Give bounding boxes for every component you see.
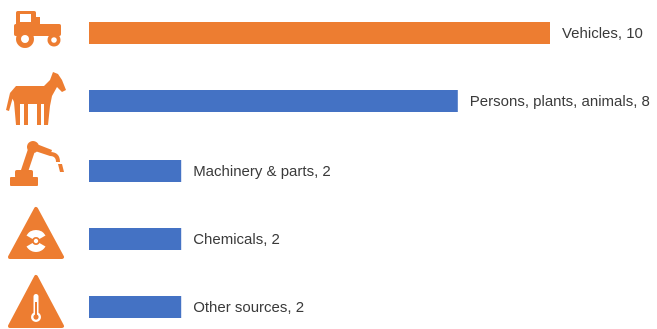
bar-label-3: Machinery & parts, 2 [193,163,331,180]
robot-arm-icon [10,141,64,186]
horse-icon [6,72,66,125]
radiation-warning-icon [8,207,64,259]
bar-1 [89,22,550,44]
bar-label-5: Other sources, 2 [193,299,304,316]
thermometer-warning-icon [8,275,64,328]
bar-3 [89,160,182,182]
bar-2 [89,90,458,112]
tractor-icon [14,11,61,48]
bar-label-1: Vehicles, 10 [562,25,643,42]
bar-label-2: Persons, plants, animals, 8 [470,93,650,110]
bar-4 [89,228,182,250]
bar-5 [89,296,182,318]
bar-label-4: Chemicals, 2 [193,231,280,248]
